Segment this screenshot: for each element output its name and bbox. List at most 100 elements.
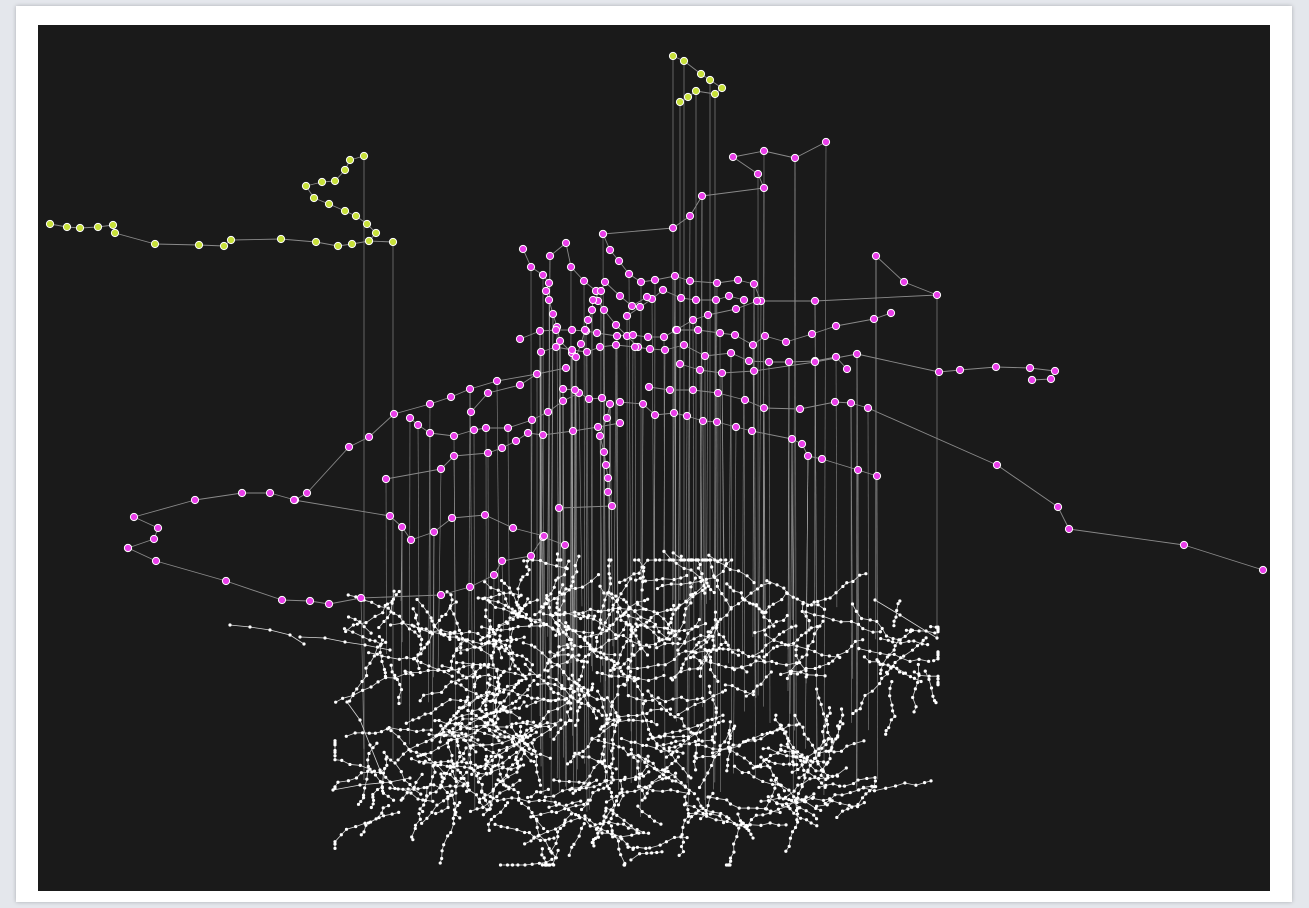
bottom-layer-node[interactable] — [569, 694, 573, 698]
bottom-layer-node[interactable] — [862, 739, 866, 743]
bottom-layer-node[interactable] — [383, 766, 387, 771]
bottom-layer-node[interactable] — [505, 745, 509, 750]
bottom-layer-node[interactable] — [529, 643, 534, 647]
bottom-layer-node[interactable] — [497, 646, 501, 650]
bottom-layer-node[interactable] — [823, 801, 827, 806]
bottom-layer-node[interactable] — [486, 673, 491, 677]
bottom-layer-node[interactable] — [419, 627, 424, 631]
bottom-layer-node[interactable] — [365, 673, 369, 678]
bottom-layer-node[interactable] — [908, 675, 913, 679]
bottom-layer-node[interactable] — [916, 662, 920, 667]
bottom-layer-node[interactable] — [408, 782, 412, 787]
bottom-layer-node[interactable] — [700, 696, 704, 700]
bottom-layer-node[interactable] — [936, 653, 940, 657]
bottom-layer-node[interactable] — [652, 819, 657, 823]
bottom-layer-node[interactable] — [838, 784, 842, 788]
bottom-layer-node[interactable] — [703, 586, 707, 590]
bottom-layer-node[interactable] — [464, 700, 468, 704]
bottom-layer-node[interactable] — [489, 595, 493, 599]
bottom-layer-node[interactable] — [466, 783, 470, 788]
bottom-layer-node[interactable] — [375, 741, 379, 745]
bottom-layer-node[interactable] — [828, 596, 832, 600]
bottom-layer-node[interactable] — [554, 564, 559, 568]
bottom-layer-node[interactable] — [776, 751, 780, 755]
bottom-layer-node[interactable] — [474, 724, 479, 729]
bottom-layer-node[interactable] — [422, 785, 426, 790]
bottom-layer-node[interactable] — [377, 625, 381, 630]
bottom-layer-node[interactable] — [474, 750, 478, 754]
bottom-layer-node[interactable] — [583, 814, 587, 818]
bottom-layer-node[interactable] — [630, 625, 634, 629]
bottom-layer-node[interactable] — [567, 559, 571, 563]
bottom-layer-node[interactable] — [537, 798, 541, 803]
bottom-layer-node[interactable] — [613, 653, 617, 657]
bottom-layer-node[interactable] — [454, 681, 458, 685]
bottom-layer-node[interactable] — [333, 748, 337, 753]
bottom-layer-node[interactable] — [728, 749, 732, 753]
bottom-layer-node[interactable] — [358, 620, 362, 624]
bottom-layer-node[interactable] — [781, 727, 785, 732]
bottom-layer-node[interactable] — [542, 856, 546, 860]
bottom-layer-node[interactable] — [553, 800, 557, 804]
bottom-layer-node[interactable] — [450, 769, 455, 773]
bottom-layer-node[interactable] — [478, 716, 482, 720]
bottom-layer-node[interactable] — [701, 578, 705, 582]
bottom-layer-node[interactable] — [625, 678, 630, 682]
bottom-layer-node[interactable] — [491, 765, 495, 769]
bottom-layer-node[interactable] — [712, 590, 716, 595]
bottom-layer-node[interactable] — [678, 742, 682, 747]
bottom-layer-node[interactable] — [890, 709, 895, 713]
bottom-layer-node[interactable] — [439, 760, 443, 764]
bottom-layer-node[interactable] — [904, 628, 908, 632]
bottom-layer-node[interactable] — [543, 863, 547, 867]
bottom-layer-node[interactable] — [732, 727, 736, 731]
bottom-layer-node[interactable] — [440, 703, 444, 707]
bottom-layer-node[interactable] — [645, 791, 649, 795]
bottom-layer-node[interactable] — [724, 863, 729, 867]
bottom-layer-node[interactable] — [519, 730, 523, 734]
bottom-layer-node[interactable] — [542, 826, 546, 831]
bottom-layer-node[interactable] — [669, 607, 673, 612]
bottom-layer-node[interactable] — [497, 592, 501, 596]
bottom-layer-node[interactable] — [481, 743, 485, 747]
bottom-layer-node[interactable] — [568, 687, 572, 691]
bottom-layer-node[interactable] — [413, 823, 418, 827]
bottom-layer-node[interactable] — [649, 708, 653, 712]
bottom-layer-node[interactable] — [591, 841, 595, 845]
bottom-layer-node[interactable] — [622, 628, 626, 632]
bottom-layer-node[interactable] — [587, 755, 591, 759]
bottom-layer-node[interactable] — [790, 770, 794, 774]
bottom-layer-node[interactable] — [557, 779, 562, 783]
bottom-layer-node[interactable] — [456, 734, 461, 738]
bottom-layer-node[interactable] — [692, 655, 696, 659]
bottom-layer-node[interactable] — [741, 821, 745, 825]
bottom-layer-node[interactable] — [612, 659, 616, 664]
bottom-layer-node[interactable] — [727, 731, 731, 735]
bottom-layer-node[interactable] — [461, 674, 465, 678]
bottom-layer-node[interactable] — [717, 721, 721, 725]
bottom-layer-node[interactable] — [449, 593, 453, 597]
bottom-layer-node[interactable] — [366, 769, 370, 773]
bottom-layer-node[interactable] — [902, 654, 906, 658]
bottom-layer-node[interactable] — [482, 724, 486, 728]
bottom-layer-node[interactable] — [526, 688, 530, 692]
bottom-layer-node[interactable] — [922, 780, 927, 785]
bottom-layer-node[interactable] — [603, 598, 607, 602]
bottom-layer-node[interactable] — [813, 775, 817, 779]
bottom-layer-node[interactable] — [388, 786, 392, 790]
bottom-layer-node[interactable] — [359, 799, 363, 804]
bottom-layer-node[interactable] — [624, 600, 629, 604]
bottom-layer-node[interactable] — [646, 558, 650, 562]
bottom-layer-node[interactable] — [646, 754, 650, 758]
bottom-layer-node[interactable] — [776, 807, 781, 811]
bottom-layer-node[interactable] — [474, 692, 478, 696]
bottom-layer-node[interactable] — [633, 740, 637, 744]
bottom-layer-node[interactable] — [609, 824, 614, 828]
bottom-layer-node[interactable] — [385, 602, 390, 606]
bottom-layer-node[interactable] — [525, 559, 530, 563]
bottom-layer-node[interactable] — [470, 711, 474, 716]
bottom-layer-node[interactable] — [892, 648, 896, 652]
bottom-layer-node[interactable] — [577, 554, 581, 558]
bottom-layer-node[interactable] — [404, 721, 408, 725]
bottom-layer-node[interactable] — [487, 828, 491, 832]
